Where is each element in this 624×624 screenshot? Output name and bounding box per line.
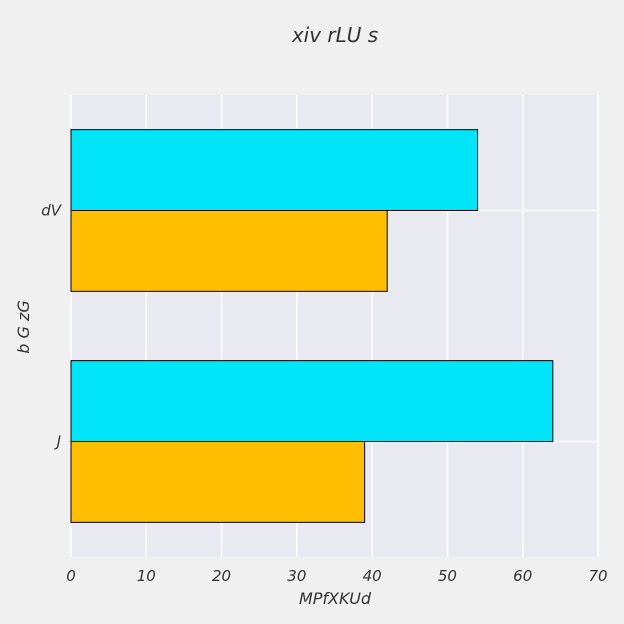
x-tick-label: 10: [137, 567, 156, 585]
chart-title: xiv rLU s: [291, 23, 378, 47]
x-tick-label: 20: [212, 567, 231, 585]
y-tick-label: dV: [41, 202, 63, 220]
x-tick-label: 60: [513, 567, 532, 585]
x-tick-label: 40: [363, 567, 382, 585]
x-tick-label: 0: [66, 567, 76, 585]
x-axis-label: MPfXKUd: [299, 589, 372, 608]
y-axis-label: b G zG: [14, 300, 33, 354]
bar: [70, 360, 554, 442]
plot-area: 0 10 20 30 40 50 60 70 JdV: [41, 95, 608, 585]
bar: [70, 129, 479, 211]
y-tick-label: J: [54, 433, 61, 451]
x-tick-label: 50: [438, 567, 457, 585]
bar: [70, 441, 366, 523]
x-tick-label: 70: [588, 567, 607, 585]
x-tick-label: 30: [287, 567, 306, 585]
bar: [70, 210, 388, 292]
